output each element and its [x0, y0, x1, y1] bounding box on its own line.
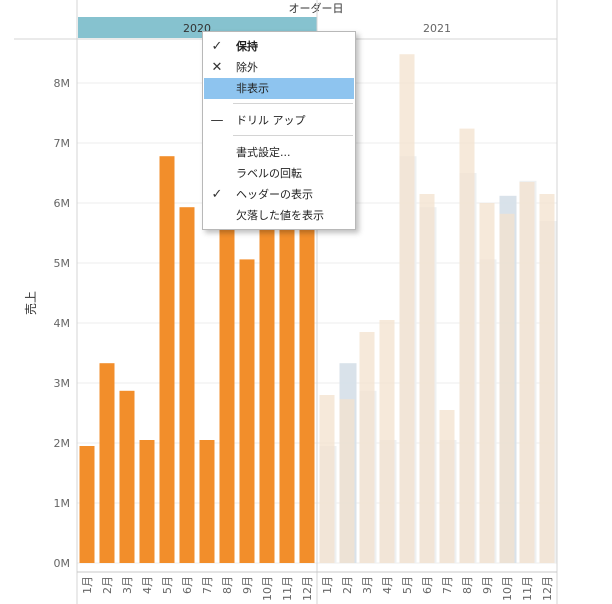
- bar-2021-1[interactable]: [319, 395, 335, 563]
- bar-2021-11[interactable]: [519, 182, 535, 563]
- minus-icon: —: [210, 113, 224, 128]
- menu-item-7[interactable]: ✓ ヘッダーの表示: [204, 184, 354, 205]
- menu-item-6[interactable]: ラベルの回転: [204, 163, 354, 184]
- menu-item-1[interactable]: ✓ 保持: [204, 36, 354, 57]
- y-tick-label: 2M: [54, 437, 71, 450]
- bar-2020-5[interactable]: [159, 156, 175, 563]
- bar-2020-8[interactable]: [219, 198, 235, 564]
- bar-2020-3[interactable]: [119, 390, 135, 563]
- x-tick-label: 8月: [221, 576, 234, 594]
- menu-separator: [233, 135, 353, 136]
- x-tick-label: 1月: [81, 576, 94, 594]
- x-tick-label: 6月: [181, 576, 194, 594]
- menu-item-label: ラベルの回転: [236, 167, 302, 180]
- bar-2020-7[interactable]: [199, 440, 215, 563]
- bar-2021-10[interactable]: [499, 213, 515, 564]
- x-tick-label: 7月: [201, 576, 214, 594]
- menu-item-label: ヘッダーの表示: [236, 188, 313, 201]
- x-tick-label: 8月: [461, 576, 474, 594]
- x-tick-label: 11月: [521, 576, 534, 601]
- menu-item-3[interactable]: 非表示: [204, 78, 354, 99]
- menu-item-label: 欠落した値を表示: [236, 209, 324, 222]
- y-tick-label: 0M: [54, 557, 71, 570]
- x-tick-label: 9月: [241, 576, 254, 594]
- bar-2021-2[interactable]: [339, 399, 355, 563]
- menu-item-label: 書式設定...: [236, 146, 291, 159]
- column-header-title: オーダー日: [289, 1, 344, 15]
- menu-item-label: 非表示: [236, 82, 269, 95]
- bar-2020-9[interactable]: [239, 259, 255, 563]
- x-tick-label: 12月: [301, 576, 314, 601]
- menu-item-spacer: [210, 142, 224, 163]
- x-tick-label: 3月: [121, 576, 134, 594]
- check-icon: ✓: [211, 39, 223, 54]
- y-tick-label: 6M: [54, 197, 71, 210]
- menu-item-label: ドリル アップ: [236, 114, 306, 127]
- y-tick-label: 8M: [54, 77, 71, 90]
- menu-item-spacer: [210, 78, 224, 99]
- menu-item-5[interactable]: 書式設定...: [204, 142, 354, 163]
- x-tick-label: 7月: [441, 576, 454, 594]
- y-tick-label: 3M: [54, 377, 71, 390]
- close-icon: ✕: [211, 60, 223, 75]
- y-axis-title: 売上: [23, 291, 38, 315]
- y-tick-label: 4M: [54, 317, 71, 330]
- menu-item-spacer: [210, 205, 224, 226]
- x-tick-label: 11月: [281, 576, 294, 601]
- x-tick-label: 5月: [161, 576, 174, 594]
- bars: [79, 54, 555, 564]
- x-tick-label: 1月: [321, 576, 334, 594]
- bar-2020-11[interactable]: [279, 180, 295, 564]
- x-tick-label: 4月: [141, 576, 154, 594]
- bar-2021-9[interactable]: [479, 203, 495, 563]
- check-icon: ✓: [211, 187, 223, 202]
- y-tick-label: 5M: [54, 257, 71, 270]
- bar-2020-2[interactable]: [99, 363, 115, 563]
- x-tick-label: 10月: [501, 576, 514, 601]
- menu-separator: [233, 103, 353, 104]
- x-tick-label: 4月: [381, 576, 394, 594]
- bar-2021-5[interactable]: [399, 54, 415, 563]
- bar-2021-3[interactable]: [359, 332, 375, 563]
- menu-item-2[interactable]: ✕ 除外: [204, 57, 354, 78]
- x-tick-label: 3月: [361, 576, 374, 594]
- year-header-label[interactable]: 2021: [423, 22, 451, 35]
- bar-2021-6[interactable]: [419, 194, 435, 563]
- bar-2020-1[interactable]: [79, 446, 95, 563]
- bar-2020-6[interactable]: [179, 207, 195, 563]
- bar-2020-12[interactable]: [299, 191, 315, 563]
- bar-2020-4[interactable]: [139, 440, 155, 563]
- x-tick-label: 9月: [481, 576, 494, 594]
- bar-2021-8[interactable]: [459, 128, 475, 563]
- context-menu: ✓ 保持 ✕ 除外非表示 — ドリル アップ 書式設定... ラベルの回転 ✓ ヘッダーの表示 欠落…: [202, 31, 356, 230]
- y-tick-label: 7M: [54, 137, 71, 150]
- x-tick-label: 12月: [541, 576, 554, 601]
- x-tick-label: 2月: [101, 576, 114, 594]
- menu-item-label: 除外: [236, 61, 258, 74]
- menu-item-8[interactable]: 欠落した値を表示: [204, 205, 354, 226]
- x-tick-label: 2月: [341, 576, 354, 594]
- x-tick-label: 6月: [421, 576, 434, 594]
- menu-item-spacer: [210, 163, 224, 184]
- bar-2021-7[interactable]: [439, 410, 455, 563]
- x-tick-label: 10月: [261, 576, 274, 601]
- x-tick-label: 5月: [401, 576, 414, 594]
- menu-item-label: 保持: [236, 40, 258, 53]
- bar-2021-4[interactable]: [379, 320, 395, 563]
- y-tick-label: 1M: [54, 497, 71, 510]
- menu-item-4[interactable]: — ドリル アップ: [204, 110, 354, 131]
- bar-2020-10[interactable]: [259, 189, 275, 564]
- bar-2021-12[interactable]: [539, 194, 555, 563]
